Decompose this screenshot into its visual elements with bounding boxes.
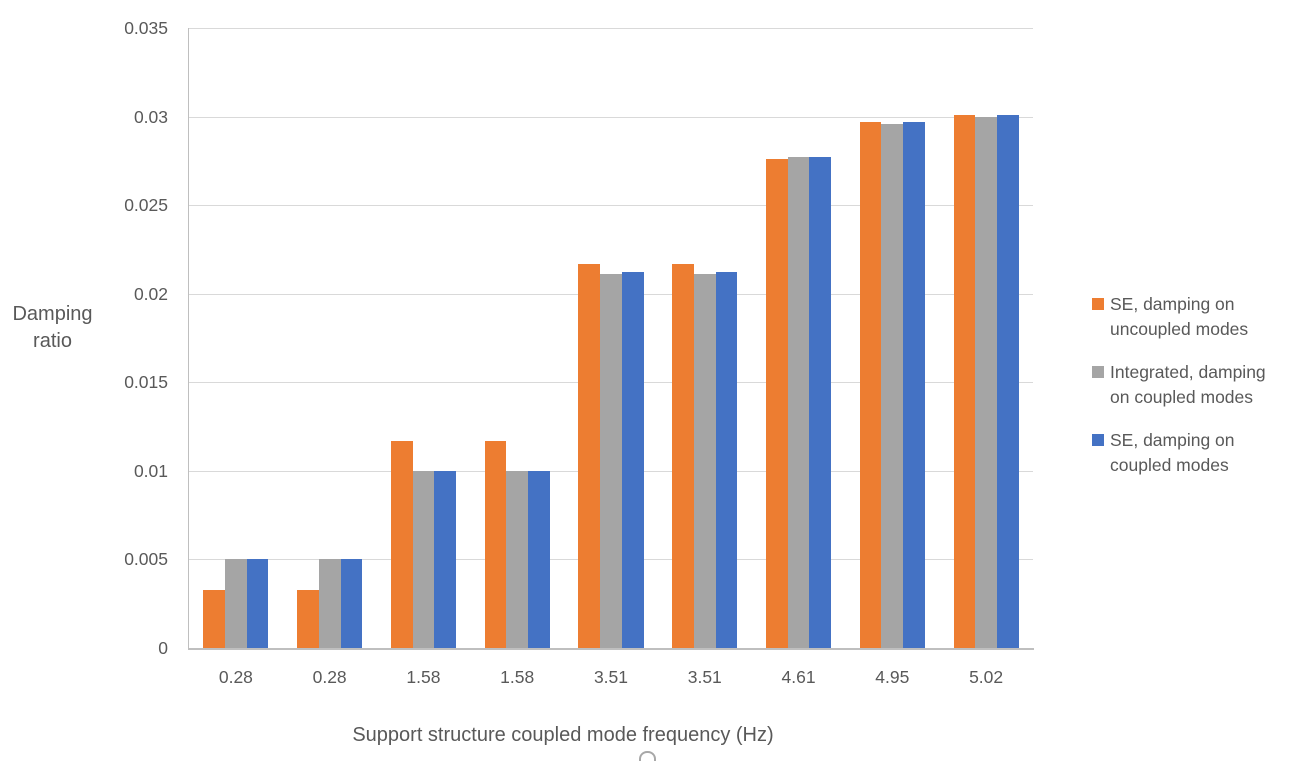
bar — [600, 274, 622, 648]
bar — [787, 157, 810, 648]
bar — [412, 470, 435, 648]
legend-label: SE, damping on uncoupled modes — [1110, 294, 1249, 339]
y-axis-line — [187, 28, 189, 649]
y-tick-label: 0.02 — [133, 283, 168, 304]
bar — [318, 559, 341, 648]
x-tick-label: 3.51 — [593, 667, 629, 687]
bar — [881, 123, 904, 648]
x-tick-label: 0.28 — [218, 667, 253, 687]
gridline — [189, 116, 1033, 118]
x-tick-label: 1.58 — [406, 667, 441, 687]
y-tick-label: 0.035 — [124, 18, 168, 38]
bar — [903, 121, 925, 648]
bar — [225, 559, 247, 648]
bar — [246, 559, 269, 648]
bar — [693, 274, 716, 648]
bar — [390, 440, 413, 648]
bar — [484, 440, 507, 648]
x-axis-line — [187, 648, 1034, 650]
x-tick-label: 1.58 — [500, 667, 535, 687]
y-tick-label: 0.015 — [124, 372, 168, 393]
y-tick-label: 0.03 — [133, 106, 168, 127]
bar — [203, 589, 226, 648]
legend-item: SE, damping on uncoupled modes — [1092, 292, 1266, 342]
bar — [715, 272, 738, 648]
bar — [297, 589, 319, 648]
x-tick-label: 3.51 — [687, 667, 722, 687]
y-axis-title: Damping ratio — [12, 303, 93, 352]
legend-swatch — [1092, 298, 1104, 310]
clipped-text-artifact — [639, 751, 656, 761]
x-tick-label: 0.28 — [312, 667, 347, 687]
legend-item: SE, damping on coupled modes — [1092, 428, 1266, 478]
bar — [434, 470, 456, 648]
bar — [766, 159, 788, 648]
bar — [975, 116, 997, 648]
bar — [340, 559, 363, 648]
legend-label: SE, damping on coupled modes — [1110, 430, 1235, 475]
x-axis-title: Support structure coupled mode frequency… — [352, 724, 774, 746]
x-tick-label: 4.61 — [781, 667, 816, 687]
y-tick-label: 0 — [158, 638, 168, 658]
bar — [621, 272, 644, 648]
bar — [506, 470, 529, 648]
y-tick-label: 0.005 — [124, 549, 168, 570]
x-tick-label: 5.02 — [969, 667, 1004, 687]
bar — [996, 114, 1019, 648]
x-tick-label: 4.95 — [875, 667, 910, 687]
y-tick-label: 0.01 — [133, 460, 168, 481]
bar — [953, 114, 976, 648]
gridline — [189, 28, 1033, 29]
legend: SE, damping on uncoupled modes Integrated,… — [1092, 292, 1266, 478]
bar — [859, 121, 882, 648]
legend-label: Integrated, damping on coupled modes — [1110, 362, 1266, 407]
legend-item: Integrated, damping on coupled modes — [1092, 360, 1266, 410]
gridline — [189, 205, 1033, 207]
bar — [672, 263, 694, 648]
bar — [578, 263, 601, 648]
legend-swatch — [1092, 366, 1104, 378]
legend-swatch — [1092, 434, 1104, 446]
bar — [809, 157, 832, 648]
y-tick-label: 0.025 — [124, 195, 168, 216]
bar — [528, 470, 550, 648]
plot-area — [189, 28, 1033, 648]
